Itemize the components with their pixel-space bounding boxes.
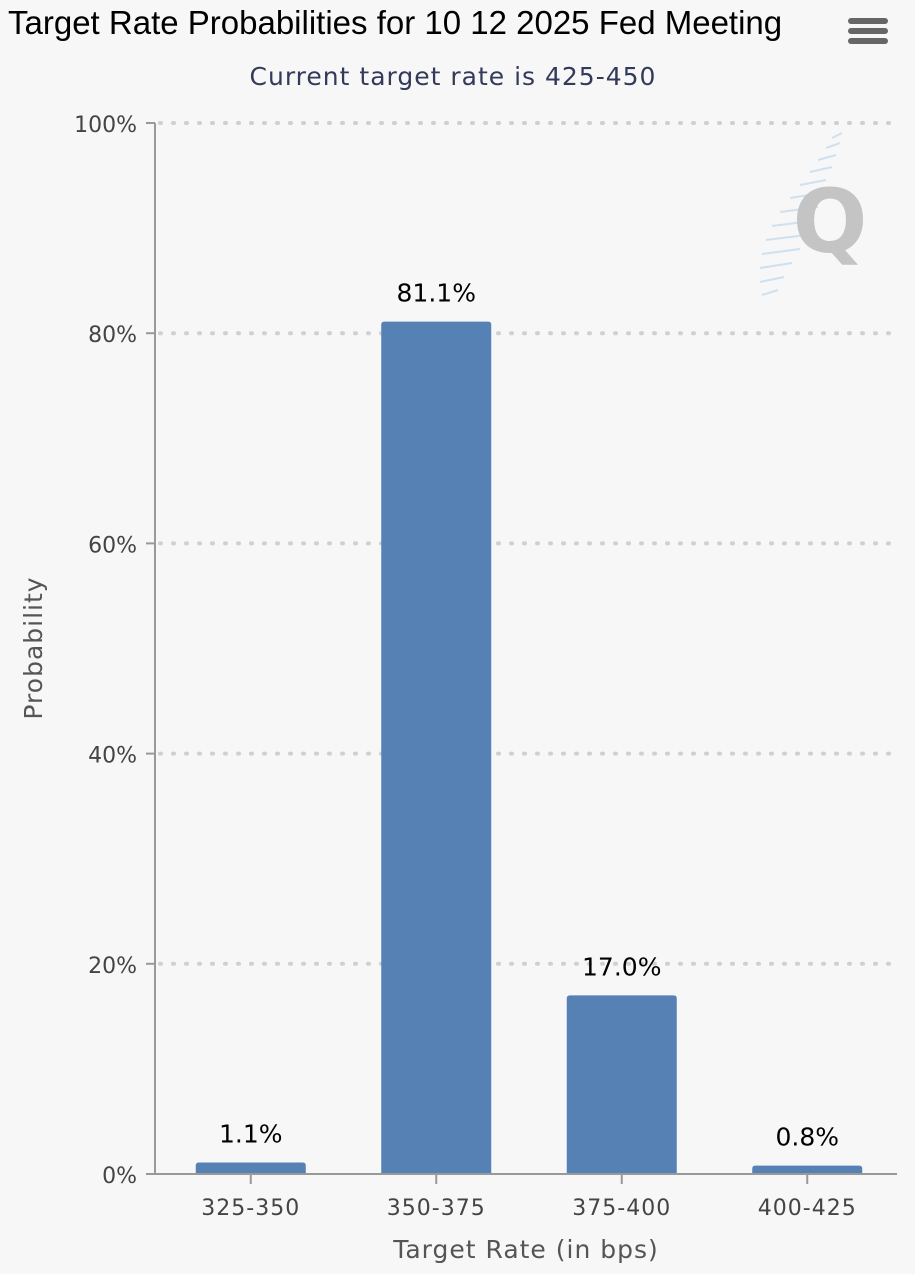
bar-325-350[interactable] bbox=[195, 1162, 306, 1174]
data-label: 17.0% bbox=[582, 952, 661, 981]
y-axis: 0% 20% 40% 60% 80% 100% bbox=[74, 113, 156, 1189]
chart-subtitle: Current target rate is 425-450 bbox=[249, 62, 657, 91]
y-tick-label: 100% bbox=[74, 113, 137, 138]
page-title: Target Rate Probabilities for 10 12 2025… bbox=[8, 4, 783, 41]
data-label: 0.8% bbox=[775, 1123, 839, 1152]
x-axis: 325-350 350-375 375-400 400-425 bbox=[155, 1173, 897, 1221]
x-axis-title: Target Rate (in bps) bbox=[392, 1235, 659, 1264]
menu-line bbox=[848, 18, 888, 24]
watermark-logo-icon: Q bbox=[759, 132, 868, 296]
y-axis-title: Probability bbox=[19, 576, 48, 719]
x-tick-label: 350-375 bbox=[387, 1196, 486, 1221]
y-tick-label: 80% bbox=[88, 323, 137, 348]
y-tick-label: 0% bbox=[102, 1164, 137, 1189]
bars: 1.1% 81.1% 17.0% 0.8% bbox=[195, 279, 863, 1174]
x-tick-label: 400-425 bbox=[758, 1196, 857, 1221]
y-tick-label: 40% bbox=[88, 744, 137, 769]
menu-line bbox=[848, 28, 888, 34]
hamburger-menu-icon[interactable] bbox=[848, 18, 888, 50]
bar-375-400[interactable] bbox=[566, 995, 677, 1174]
y-gridlines bbox=[158, 121, 899, 966]
y-tick-label: 20% bbox=[88, 954, 137, 979]
svg-text:Q: Q bbox=[793, 170, 868, 273]
data-label: 81.1% bbox=[397, 279, 476, 308]
x-tick-label: 375-400 bbox=[572, 1196, 671, 1221]
menu-line bbox=[848, 38, 888, 44]
bar-400-425[interactable] bbox=[752, 1165, 863, 1174]
y-tick-label: 60% bbox=[88, 533, 137, 558]
x-tick-label: 325-350 bbox=[201, 1196, 300, 1221]
data-label: 1.1% bbox=[219, 1119, 283, 1148]
bar-350-375[interactable] bbox=[381, 321, 492, 1174]
